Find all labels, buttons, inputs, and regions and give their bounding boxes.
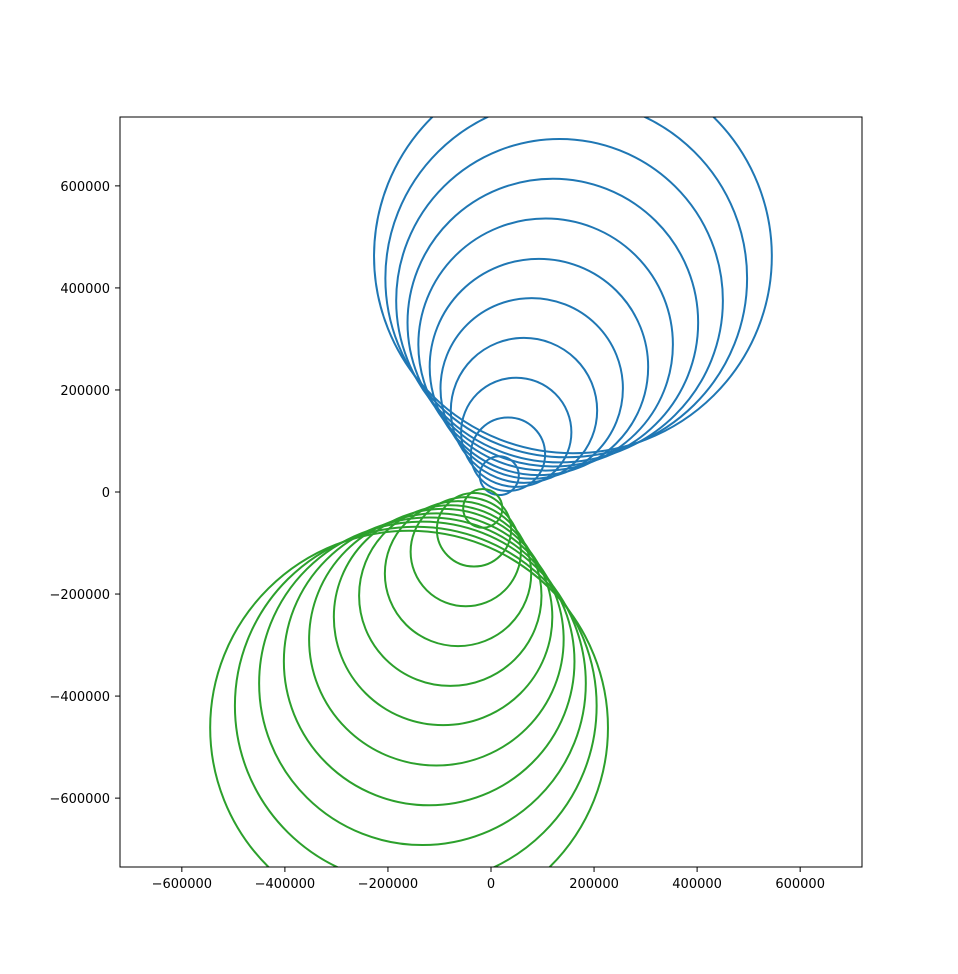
series-2-circle-10 xyxy=(233,525,598,867)
series-1-circle-6 xyxy=(428,257,650,477)
series-1-circle-8 xyxy=(406,177,700,468)
plot-frame xyxy=(119,116,863,868)
series-2-circle-7 xyxy=(308,512,565,767)
y-tick-label: 600000 xyxy=(60,180,110,195)
series-2-circle-4 xyxy=(383,500,533,648)
series-1-circle-7 xyxy=(417,217,674,472)
series-2-circle-9 xyxy=(258,520,587,847)
y-tick-label: 400000 xyxy=(60,282,110,297)
y-tick-label: 200000 xyxy=(60,384,110,399)
series-1-circle-3 xyxy=(460,376,573,488)
series-1-circle-5 xyxy=(439,297,624,480)
series-1-circle-9 xyxy=(395,137,724,464)
plot-series xyxy=(209,117,773,867)
series-1 xyxy=(373,117,773,497)
series-2-circle-6 xyxy=(332,507,554,727)
x-tick-label: −200000 xyxy=(358,877,419,892)
x-tick-label: −600000 xyxy=(152,877,213,892)
y-tick-label: −600000 xyxy=(49,792,110,807)
y-tick-label: 0 xyxy=(102,486,110,501)
series-2-circle-2 xyxy=(435,492,513,568)
series-2-circle-5 xyxy=(358,504,543,687)
y-axis: −600000 −400000 −200000 0 200000 400000 600000 xyxy=(49,180,120,807)
x-tick-label: 400000 xyxy=(672,877,722,892)
y-tick-label: −400000 xyxy=(49,690,110,705)
series-1-circle-2 xyxy=(469,416,547,492)
x-axis: −600000 −400000 −200000 0 200000 400000 600000 xyxy=(152,867,825,892)
series-2-circle-3 xyxy=(409,496,522,608)
x-tick-label: 0 xyxy=(487,877,495,892)
series-1-circle-4 xyxy=(449,336,599,484)
series-2 xyxy=(209,487,609,867)
x-tick-label: 200000 xyxy=(569,877,619,892)
x-tick-label: 600000 xyxy=(775,877,825,892)
series-2-circle-11 xyxy=(209,529,609,867)
x-tick-label: −400000 xyxy=(255,877,316,892)
series-2-circle-8 xyxy=(282,516,576,807)
series-1-circle-11 xyxy=(373,117,773,455)
y-tick-label: −200000 xyxy=(49,588,110,603)
series-1-circle-10 xyxy=(384,117,749,459)
